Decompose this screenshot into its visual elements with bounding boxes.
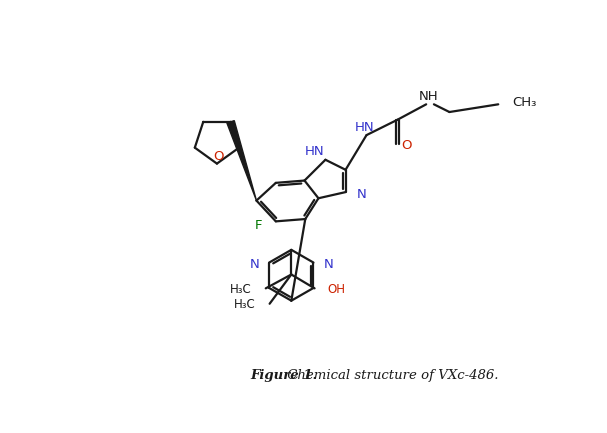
Text: O: O [213, 150, 224, 163]
Text: N: N [324, 258, 333, 271]
Polygon shape [227, 121, 256, 200]
Text: H₃C: H₃C [230, 283, 252, 296]
Text: Chemical structure of VXc-486.: Chemical structure of VXc-486. [283, 369, 498, 382]
Text: CH₃: CH₃ [512, 96, 537, 109]
Text: OH: OH [327, 283, 345, 296]
Text: Figure 1.: Figure 1. [250, 369, 317, 382]
Text: N: N [356, 188, 366, 201]
Text: NH: NH [419, 90, 438, 103]
Text: O: O [402, 139, 412, 152]
Text: H₃C: H₃C [234, 298, 256, 311]
Text: N: N [249, 258, 259, 271]
Text: HN: HN [304, 145, 324, 158]
Text: F: F [255, 219, 262, 232]
Text: HN: HN [354, 121, 374, 134]
